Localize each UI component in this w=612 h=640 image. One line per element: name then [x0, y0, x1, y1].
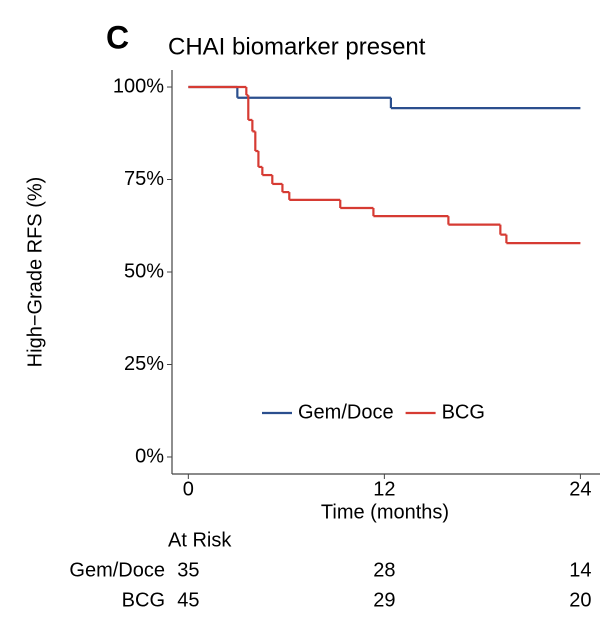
y-tick-label: 25%: [124, 353, 164, 375]
x-tick-label: 0: [183, 478, 194, 500]
risk-count: 14: [569, 559, 591, 581]
legend-label: BCG: [442, 401, 485, 423]
risk-row-name: BCG: [122, 589, 165, 611]
x-tick-label: 24: [569, 478, 591, 500]
y-axis-title: High−Grade RFS (%): [24, 177, 46, 368]
risk-count: 29: [373, 589, 395, 611]
risk-row-name: Gem/Doce: [69, 559, 165, 581]
y-tick-label: 50%: [124, 260, 164, 282]
panel-label: C: [106, 19, 129, 55]
risk-count: 28: [373, 559, 395, 581]
y-tick-label: 0%: [135, 445, 164, 467]
chart-title: CHAI biomarker present: [168, 33, 426, 60]
legend-label: Gem/Doce: [298, 401, 394, 423]
risk-count: 20: [569, 589, 591, 611]
risk-count: 45: [177, 589, 199, 611]
x-axis-title: Time (months): [321, 501, 449, 523]
x-tick-label: 12: [373, 478, 395, 500]
risk-table-title: At Risk: [168, 529, 232, 551]
y-tick-label: 100%: [113, 75, 164, 97]
y-tick-label: 75%: [124, 168, 164, 190]
risk-count: 35: [177, 559, 199, 581]
